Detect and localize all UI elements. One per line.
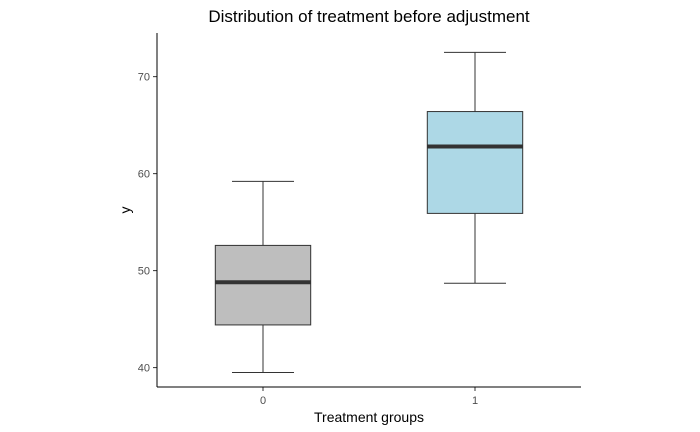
iqr-box <box>214 244 312 326</box>
chart-title: Distribution of treatment before adjustm… <box>208 7 530 26</box>
iqr-box <box>426 111 524 214</box>
y-tick-label: 40 <box>138 363 150 375</box>
x-tick-label: 0 <box>260 395 266 407</box>
y-axis-ticks: 40 50 60 70 <box>138 72 157 375</box>
y-axis-title: y <box>117 207 133 214</box>
y-tick-label: 70 <box>138 72 150 84</box>
box-group-0 <box>214 180 312 373</box>
boxes-layer <box>214 51 524 373</box>
y-tick-label: 60 <box>138 169 150 181</box>
x-tick-label: 1 <box>472 395 478 407</box>
box-group-1 <box>426 51 524 284</box>
y-tick-label: 50 <box>138 266 150 278</box>
x-axis-title: Treatment groups <box>314 409 424 425</box>
